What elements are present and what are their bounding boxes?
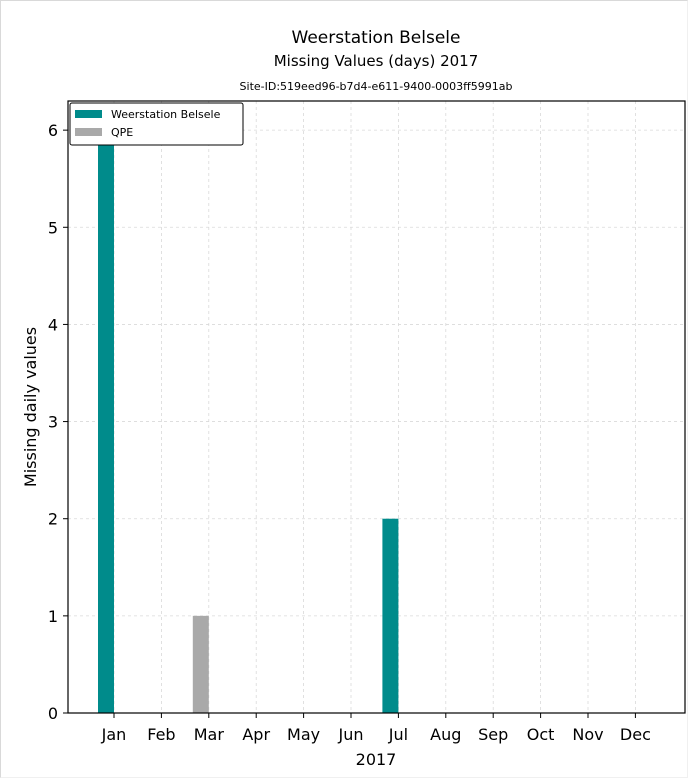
legend-box xyxy=(69,102,244,146)
y-tick-label: 0 xyxy=(48,704,58,723)
y-tick-label: 3 xyxy=(48,413,58,432)
y-tick-label: 2 xyxy=(48,510,58,529)
x-tick-label-jun: Jun xyxy=(338,725,364,744)
bars xyxy=(98,130,399,714)
y-axis-label: Missing daily values xyxy=(21,327,40,487)
y-tick-label: 5 xyxy=(48,218,58,237)
axis-ticks: 0 1 2 3 4 5 6 Jan Feb Mar Apr May Jun Jul Aug Sep Oct Nov… xyxy=(48,121,651,744)
site-id-label: Site-ID:519eed96-b7d4-e611-9400-0003ff59… xyxy=(240,80,513,93)
x-tick-label-nov: Nov xyxy=(572,725,603,744)
x-tick-label-feb: Feb xyxy=(147,725,175,744)
legend-swatch-qpe xyxy=(75,128,102,136)
legend: Weerstation Belsele QPE xyxy=(69,102,244,146)
x-tick-label-sep: Sep xyxy=(478,725,508,744)
x-tick-label-jul: Jul xyxy=(388,725,408,744)
chart-title: Weerstation Belsele xyxy=(292,28,461,48)
x-tick-label-oct: Oct xyxy=(527,725,555,744)
y-tick-label: 1 xyxy=(48,607,58,626)
x-tick-label-mar: Mar xyxy=(194,725,225,744)
y-tick-label: 6 xyxy=(48,121,58,140)
x-axis-label: 2017 xyxy=(356,750,397,769)
x-tick-label-aug: Aug xyxy=(430,725,461,744)
plot-area-frame xyxy=(67,100,686,714)
bar-qpe-mar xyxy=(192,615,209,713)
x-tick-label-dec: Dec xyxy=(620,725,651,744)
bar-weerstation-belsele-jan xyxy=(98,130,114,714)
legend-swatch-weerstation-belsele xyxy=(75,110,102,118)
legend-entry-qpe: QPE xyxy=(111,126,133,139)
chart-subtitle: Missing Values (days) 2017 xyxy=(274,52,479,70)
legend-entry-weerstation-belsele: Weerstation Belsele xyxy=(111,108,221,121)
gridlines xyxy=(68,101,685,714)
y-tick-label: 4 xyxy=(48,315,58,334)
x-tick-label-jan: Jan xyxy=(101,725,127,744)
x-tick-label-may: May xyxy=(287,725,320,744)
bar-weerstation-belsele-jul xyxy=(382,518,399,713)
x-tick-label-apr: Apr xyxy=(242,725,270,744)
